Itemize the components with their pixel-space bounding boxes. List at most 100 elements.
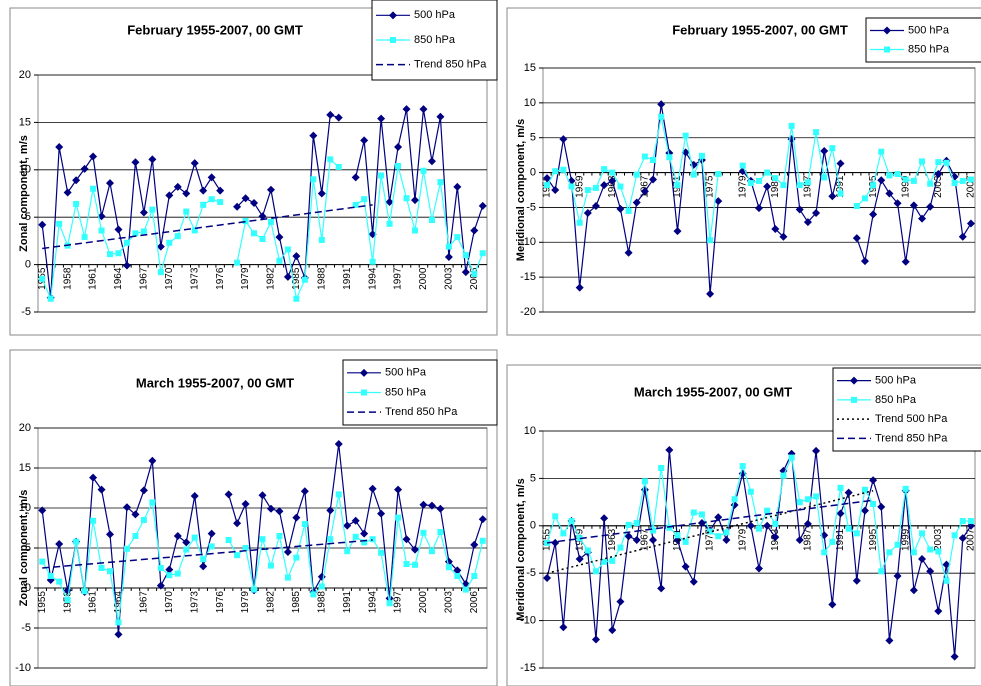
- marker: [951, 532, 958, 539]
- y-axis-title: Meridional component, m/s: [515, 478, 527, 620]
- marker: [600, 514, 609, 523]
- legend-label: 850 hPa: [875, 394, 917, 406]
- marker: [283, 548, 292, 556]
- marker: [327, 156, 334, 163]
- marker: [601, 558, 608, 565]
- marker: [191, 227, 198, 234]
- marker: [479, 250, 486, 257]
- y-tick-label: 20: [19, 422, 31, 434]
- marker: [600, 181, 609, 190]
- marker: [958, 534, 967, 543]
- marker: [877, 502, 886, 511]
- marker: [698, 511, 705, 518]
- marker: [139, 208, 148, 217]
- marker: [266, 504, 275, 513]
- marker: [39, 275, 46, 282]
- marker: [420, 167, 427, 174]
- marker: [689, 577, 698, 586]
- marker: [56, 578, 63, 585]
- trend-line: [42, 539, 373, 569]
- marker: [98, 565, 105, 571]
- chart-title: February 1955-2007, 00 GMT: [127, 22, 303, 37]
- marker: [870, 500, 877, 507]
- x-tick-label: 1967: [640, 175, 651, 198]
- marker: [360, 136, 369, 145]
- legend-box: [865, 17, 981, 63]
- trend-line: [546, 489, 874, 574]
- x-tick-label: 1997: [393, 591, 404, 614]
- marker: [967, 176, 974, 183]
- marker: [934, 607, 943, 616]
- marker: [869, 210, 878, 219]
- marker: [436, 112, 445, 121]
- marker: [132, 533, 139, 539]
- marker: [625, 207, 632, 214]
- marker: [592, 568, 599, 575]
- marker: [624, 532, 633, 541]
- marker: [640, 187, 649, 196]
- y-axis-title: Meridional component, m/s: [515, 119, 527, 261]
- marker: [943, 577, 950, 584]
- x-tick-label: 1979: [737, 175, 748, 198]
- marker: [707, 528, 714, 535]
- marker: [107, 568, 114, 575]
- marker: [591, 202, 600, 211]
- x-tick-label: 1991: [835, 175, 846, 198]
- marker: [723, 529, 730, 536]
- marker: [803, 218, 812, 227]
- legend-label: Trend 850 hPa: [875, 432, 948, 444]
- marker: [673, 227, 682, 236]
- marker: [551, 538, 560, 547]
- marker: [951, 180, 958, 187]
- marker: [284, 246, 291, 253]
- marker: [335, 163, 342, 170]
- marker: [739, 463, 746, 470]
- legend-label: 850 hPa: [385, 386, 427, 398]
- marker: [241, 500, 250, 508]
- marker: [551, 186, 560, 194]
- marker: [81, 588, 88, 595]
- marker: [402, 535, 411, 544]
- marker: [234, 259, 241, 266]
- marker: [419, 105, 428, 114]
- marker: [869, 476, 878, 485]
- marker: [251, 230, 258, 237]
- marker: [893, 199, 902, 208]
- x-tick-label: 1967: [139, 591, 150, 614]
- marker: [617, 544, 624, 551]
- marker: [813, 493, 820, 500]
- x-tick-label: 1976: [215, 267, 226, 290]
- marker: [157, 269, 164, 276]
- marker: [471, 271, 478, 278]
- marker: [852, 234, 861, 243]
- legend-label: 850 hPa: [908, 43, 950, 55]
- marker: [183, 208, 190, 215]
- x-tick-label: 1995: [868, 528, 879, 551]
- x-tick-label: 1991: [342, 267, 353, 290]
- y-tick-label: -10: [15, 662, 31, 674]
- marker: [378, 549, 385, 556]
- y-tick-label: 10: [524, 97, 536, 109]
- marker: [821, 174, 828, 181]
- marker: [149, 206, 156, 213]
- marker: [165, 565, 174, 574]
- y-tick-label: -15: [520, 271, 536, 283]
- marker: [386, 220, 393, 227]
- marker: [909, 586, 918, 595]
- marker: [967, 518, 974, 525]
- marker: [478, 201, 487, 210]
- marker: [293, 554, 300, 561]
- x-tick-label: 1976: [215, 591, 226, 614]
- x-tick-label: 2007: [966, 175, 977, 198]
- x-tick-label: 1988: [316, 591, 327, 614]
- x-tick-label: 1994: [367, 267, 378, 290]
- marker: [369, 258, 376, 265]
- x-tick-label: 1973: [189, 267, 200, 290]
- x-tick-label: 2007: [966, 528, 977, 551]
- marker: [149, 499, 156, 506]
- marker: [410, 196, 419, 205]
- marker: [390, 37, 396, 43]
- y-tick-label: 0: [25, 259, 31, 271]
- marker: [641, 153, 648, 160]
- marker: [609, 169, 616, 176]
